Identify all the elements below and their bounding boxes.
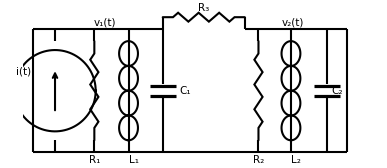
Text: L₁: L₁	[128, 155, 139, 165]
Text: L₂: L₂	[291, 155, 301, 165]
Text: v₂(t): v₂(t)	[281, 17, 304, 27]
Text: C₂: C₂	[331, 86, 342, 96]
Text: R₁: R₁	[89, 155, 100, 165]
Text: i(t): i(t)	[16, 67, 31, 77]
Text: v₁(t): v₁(t)	[93, 17, 116, 27]
Text: R₂: R₂	[253, 155, 264, 165]
Text: C₁: C₁	[180, 86, 192, 96]
Text: R₃: R₃	[198, 3, 209, 13]
